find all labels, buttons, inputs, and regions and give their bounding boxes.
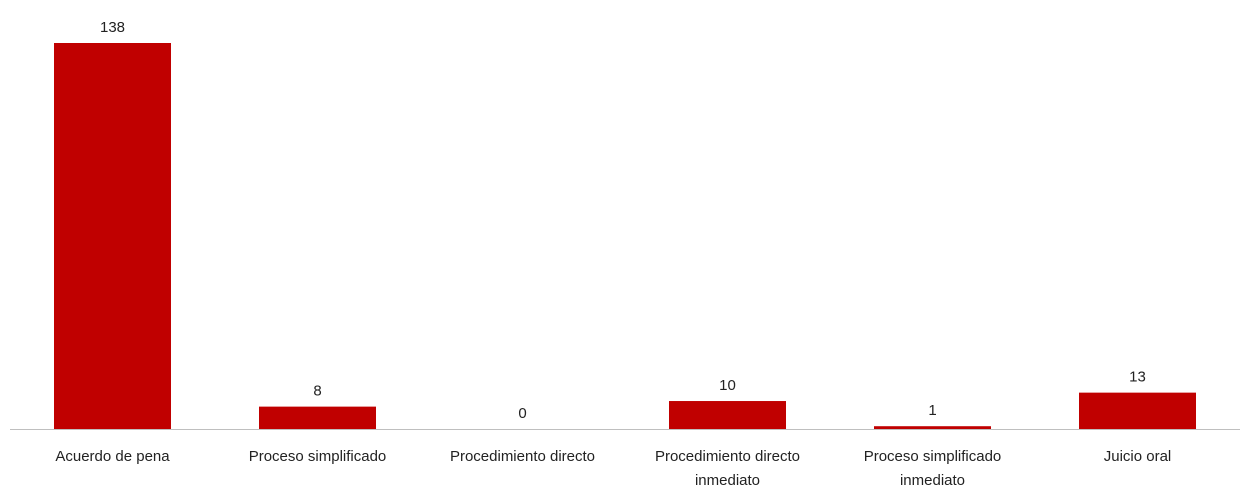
bar-3 [669,401,786,429]
bar-5 [1079,392,1196,429]
category-label-line: Procedimiento directo [655,448,800,465]
category-label-3: Procedimiento directo inmediato [655,448,800,489]
data-label-3: 10 [719,377,736,394]
data-label-2: 0 [518,405,526,422]
category-label-line: Proceso simplificado [249,448,387,465]
category-label-line: inmediato [695,472,760,489]
bars-group [54,43,1196,429]
data-label-5: 13 [1129,369,1146,386]
bar-0 [54,43,171,429]
data-labels-group: 138 8 0 10 1 13 [100,19,1146,422]
category-label-line: Procedimiento directo [450,448,595,465]
category-label-line: Proceso simplificado [864,448,1002,465]
category-labels-group: Acuerdo de pena Proceso simplificado Proce… [55,448,1171,489]
category-label-5: Juicio oral [1104,448,1172,465]
bar-4 [874,426,991,429]
category-label-0: Acuerdo de pena [55,448,170,465]
bar-1 [259,406,376,429]
data-label-1: 8 [313,383,321,400]
category-label-line: Juicio oral [1104,448,1172,465]
data-label-0: 138 [100,19,125,36]
category-label-line: Acuerdo de pena [55,448,170,465]
data-label-4: 1 [928,402,936,419]
category-label-1: Proceso simplificado [249,448,387,465]
category-label-line: inmediato [900,472,965,489]
category-label-4: Proceso simplificado inmediato [864,448,1002,489]
category-label-2: Procedimiento directo [450,448,595,465]
